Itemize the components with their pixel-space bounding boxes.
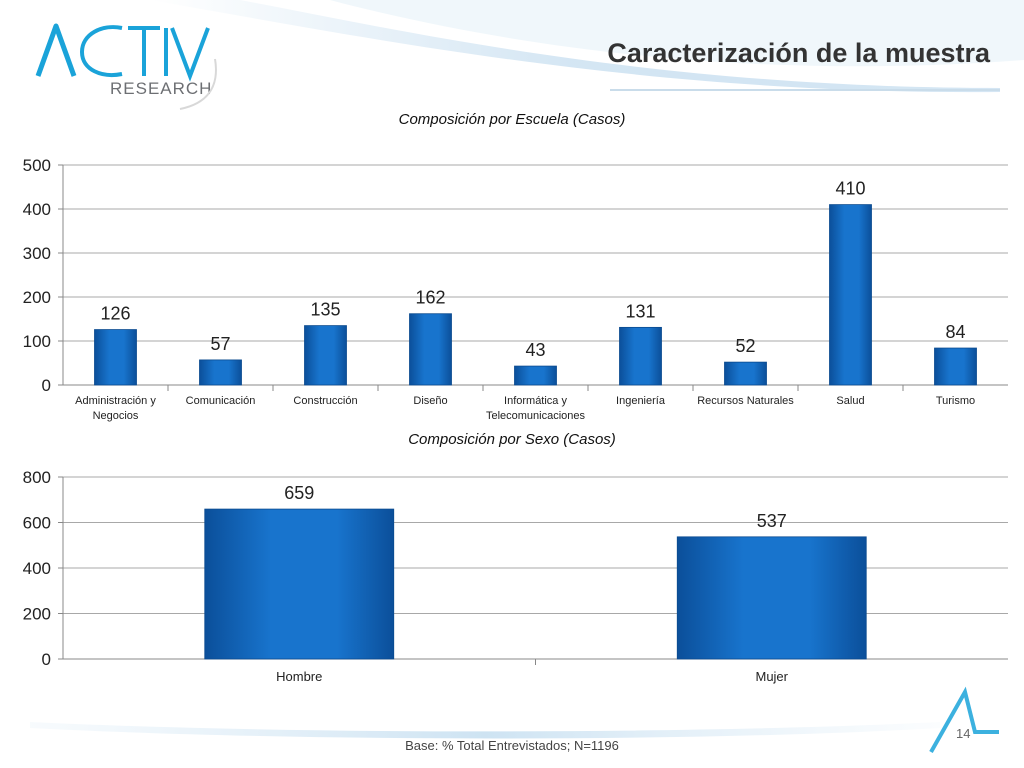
bar: [934, 347, 977, 386]
category-label: Comunicación: [186, 395, 256, 407]
category-label: Recursos Naturales: [697, 395, 794, 407]
y-tick-label: 600: [23, 514, 51, 533]
category-label: Telecomunicaciones: [486, 410, 586, 422]
y-tick-label: 200: [23, 605, 51, 624]
bar: [514, 365, 557, 386]
data-label: 410: [835, 179, 865, 199]
page-number: 14: [956, 726, 971, 741]
category-label: Construcción: [293, 395, 357, 407]
y-tick-label: 0: [42, 650, 51, 669]
y-tick-label: 300: [23, 244, 51, 263]
bar: [204, 508, 395, 660]
data-label: 135: [310, 300, 340, 320]
data-label: 131: [625, 301, 655, 321]
bar: [724, 361, 767, 386]
footer-base-note: Base: % Total Entrevistados; N=1196: [405, 738, 619, 753]
category-label: Hombre: [276, 669, 322, 684]
activa-research-logo: RESEARCH: [35, 23, 217, 110]
category-label: Ingeniería: [616, 395, 666, 407]
corner-logo-mark: [929, 686, 999, 753]
category-label: Negocios: [93, 410, 139, 422]
chart-escuela: 0 100 200 300 400 500 126 Administración y Negoc…: [23, 156, 1008, 422]
data-label: 162: [415, 288, 445, 308]
category-label: Turismo: [936, 395, 975, 407]
category-label: Diseño: [413, 395, 447, 407]
chart-title-sexo: Composición por Sexo (Casos): [408, 431, 616, 448]
data-label: 84: [945, 322, 965, 342]
data-label: 57: [210, 334, 230, 354]
data-label: 52: [735, 336, 755, 356]
category-label: Salud: [836, 395, 864, 407]
chart-title-escuela: Composición por Escuela (Casos): [398, 111, 626, 128]
data-label: 659: [284, 483, 314, 503]
data-label: 43: [525, 340, 545, 360]
bar: [619, 326, 662, 386]
data-label: 126: [100, 304, 130, 324]
logo-sub-text: RESEARCH: [110, 79, 212, 98]
chart-sexo: 0 200 400 600 800 659 Hombre 537 Mujer: [23, 468, 1008, 684]
y-tick-label: 200: [23, 288, 51, 307]
bar: [304, 325, 347, 386]
y-tick-label: 500: [23, 156, 51, 175]
bar: [199, 359, 242, 386]
category-label: Mujer: [755, 669, 788, 684]
category-label: Informática y: [504, 395, 567, 407]
bar: [94, 329, 137, 386]
bar: [829, 204, 872, 386]
slide-title: Caracterización de la muestra: [607, 38, 990, 68]
y-tick-label: 800: [23, 468, 51, 487]
y-tick-label: 0: [42, 376, 51, 395]
bar: [676, 536, 867, 660]
y-tick-label: 100: [23, 332, 51, 351]
category-label: Administración y: [75, 395, 156, 407]
y-tick-label: 400: [23, 559, 51, 578]
bar: [409, 313, 452, 386]
y-tick-label: 400: [23, 200, 51, 219]
data-label: 537: [757, 511, 787, 531]
